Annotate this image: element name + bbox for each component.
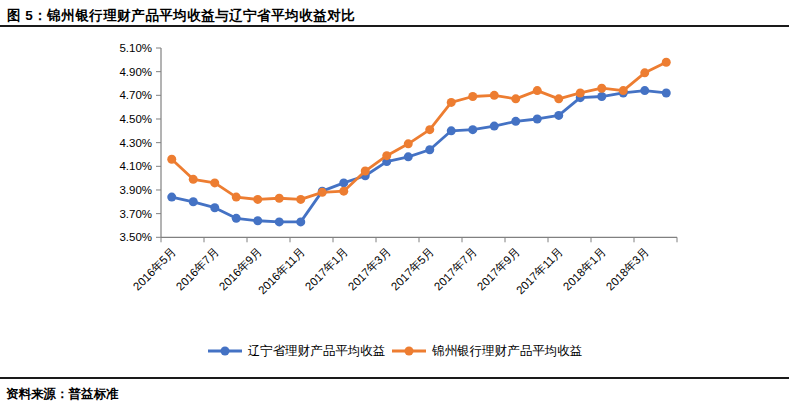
svg-text:2017年5月: 2017年5月	[389, 245, 436, 292]
legend-label-jinzhou: 锦州银行理财产品平均收益	[432, 343, 582, 360]
line-chart: 3.50% 3.70% 3.90% 4.10% 4.30% 4.50% 4.70% 4.90%…	[0, 35, 789, 333]
line-marker-icon	[207, 345, 243, 357]
svg-text:2017年7月: 2017年7月	[432, 245, 479, 292]
figure-title: 图 5：锦州银行理财产品平均收益与辽宁省平均收益对比	[7, 7, 355, 25]
svg-text:2018年3月: 2018年3月	[604, 245, 651, 292]
svg-text:4.90%: 4.90%	[119, 66, 152, 78]
svg-text:4.50%: 4.50%	[119, 113, 152, 125]
legend-item-jinzhou: 锦州银行理财产品平均收益	[391, 343, 582, 360]
svg-text:2017年3月: 2017年3月	[346, 245, 393, 292]
svg-text:2017年1月: 2017年1月	[303, 245, 350, 292]
svg-text:4.70%: 4.70%	[119, 89, 152, 101]
footer-divider	[0, 377, 789, 379]
svg-text:4.30%: 4.30%	[119, 137, 152, 149]
svg-text:3.70%: 3.70%	[119, 208, 152, 220]
legend-item-liaoning: 辽宁省理财产品平均收益	[207, 343, 386, 360]
svg-text:5.10%: 5.10%	[119, 42, 152, 54]
legend-label-liaoning: 辽宁省理财产品平均收益	[248, 343, 386, 360]
svg-text:2016年11月: 2016年11月	[256, 245, 307, 296]
svg-text:2017年11月: 2017年11月	[514, 245, 565, 296]
line-marker-icon	[391, 345, 427, 357]
svg-text:2016年7月: 2016年7月	[174, 245, 221, 292]
svg-text:2016年5月: 2016年5月	[131, 245, 178, 292]
data-source: 资料来源：普益标准	[6, 386, 119, 403]
svg-text:4.10%: 4.10%	[119, 160, 152, 172]
svg-text:3.50%: 3.50%	[119, 231, 152, 243]
chart-legend: 辽宁省理财产品平均收益 锦州银行理财产品平均收益	[0, 338, 789, 364]
svg-text:3.90%: 3.90%	[119, 184, 152, 196]
svg-text:2018年1月: 2018年1月	[561, 245, 608, 292]
